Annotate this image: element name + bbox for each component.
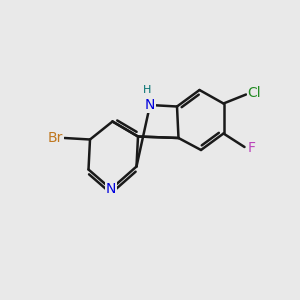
Text: N: N — [145, 98, 155, 112]
Text: N: N — [106, 182, 116, 196]
Text: Br: Br — [48, 131, 63, 145]
Text: Cl: Cl — [248, 86, 261, 100]
Text: F: F — [248, 142, 256, 155]
Text: H: H — [143, 85, 151, 95]
